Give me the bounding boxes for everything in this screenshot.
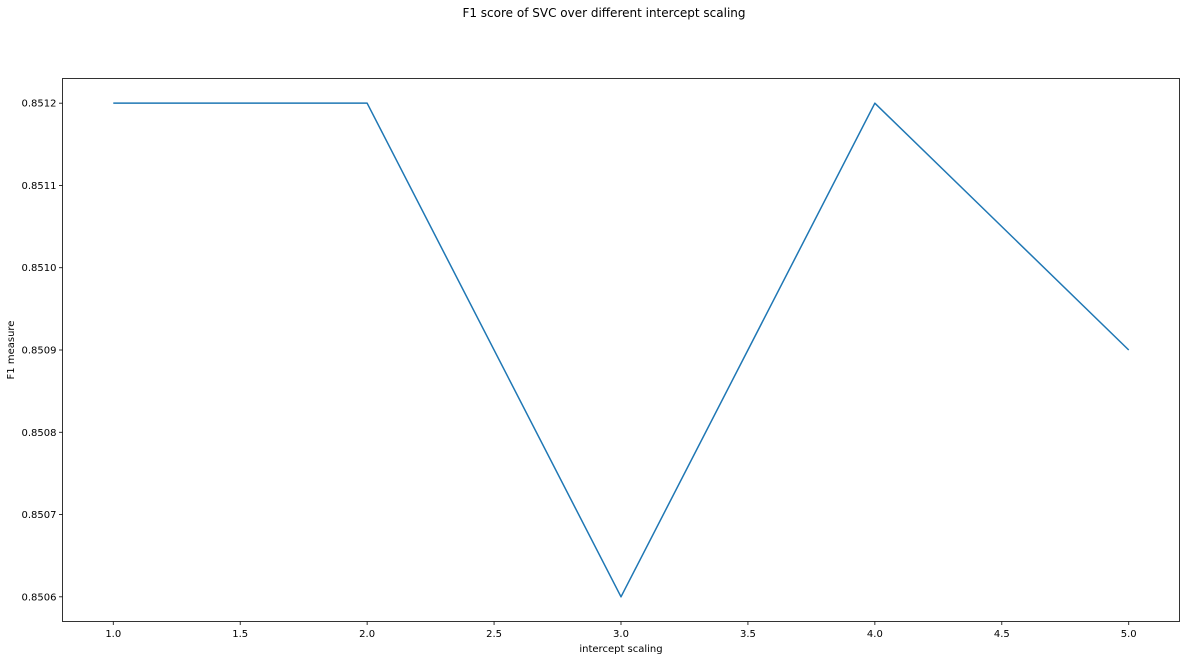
y-axis-ticks: 0.8506 0.8507 0.8508 0.8509 0.8510 0.8511 0.85… — [22, 99, 63, 603]
x-tick-label: 1.5 — [232, 629, 248, 640]
y-tick-label: 0.8508 — [22, 428, 57, 439]
x-tick-label: 1.0 — [105, 629, 121, 640]
y-tick-label: 0.8510 — [22, 263, 57, 274]
x-tick-label: 4.0 — [867, 629, 883, 640]
series-line — [113, 102, 1130, 598]
chart-title: F1 score of SVC over different intercept… — [462, 6, 745, 20]
y-axis-label: F1 measure — [6, 321, 17, 380]
y-tick-label: 0.8507 — [22, 510, 57, 521]
y-tick-label: 0.8506 — [22, 592, 57, 603]
x-tick-label: 3.5 — [740, 629, 756, 640]
y-tick-label: 0.8511 — [22, 181, 57, 192]
x-tick-label: 5.0 — [1121, 629, 1137, 640]
x-tick-label: 3.0 — [613, 629, 629, 640]
x-tick-label: 2.0 — [359, 629, 375, 640]
series-layer — [113, 102, 1130, 598]
x-axis-label: intercept scaling — [579, 644, 662, 655]
x-tick-label: 4.5 — [994, 629, 1010, 640]
y-tick-label: 0.8509 — [22, 346, 57, 357]
plot-area — [62, 78, 1180, 622]
x-tick-label: 2.5 — [486, 629, 502, 640]
y-tick-label: 0.8512 — [22, 99, 57, 110]
x-axis-ticks: 1.0 1.5 2.0 2.5 3.0 3.5 4.0 4.5 5.0 — [105, 621, 1137, 640]
